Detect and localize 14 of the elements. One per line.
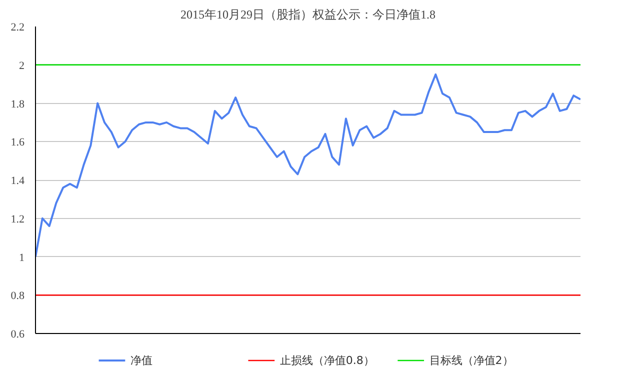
y-tick-label: 2 [19,60,24,72]
y-tick-label: 2.2 [10,22,24,34]
y-tick-label: 1.6 [10,136,25,149]
legend-label: 净值 [130,354,152,367]
y-tick-label: 1 [19,252,24,264]
chart-title: 2015年10月29日（股指）权益公示：今日净值1.8 [180,8,436,22]
y-tick-label: 1.2 [10,213,24,226]
legend-label: 止损线（净值0.8） [280,354,374,367]
legend-label: 目标线（净值2） [429,354,514,367]
line-series [36,73,580,258]
y-tick-label: 0.8 [10,290,25,302]
y-tick-label: 0.6 [10,328,25,340]
y-tick-label: 1.4 [10,175,25,187]
y-tick-label: 1.8 [10,98,25,110]
